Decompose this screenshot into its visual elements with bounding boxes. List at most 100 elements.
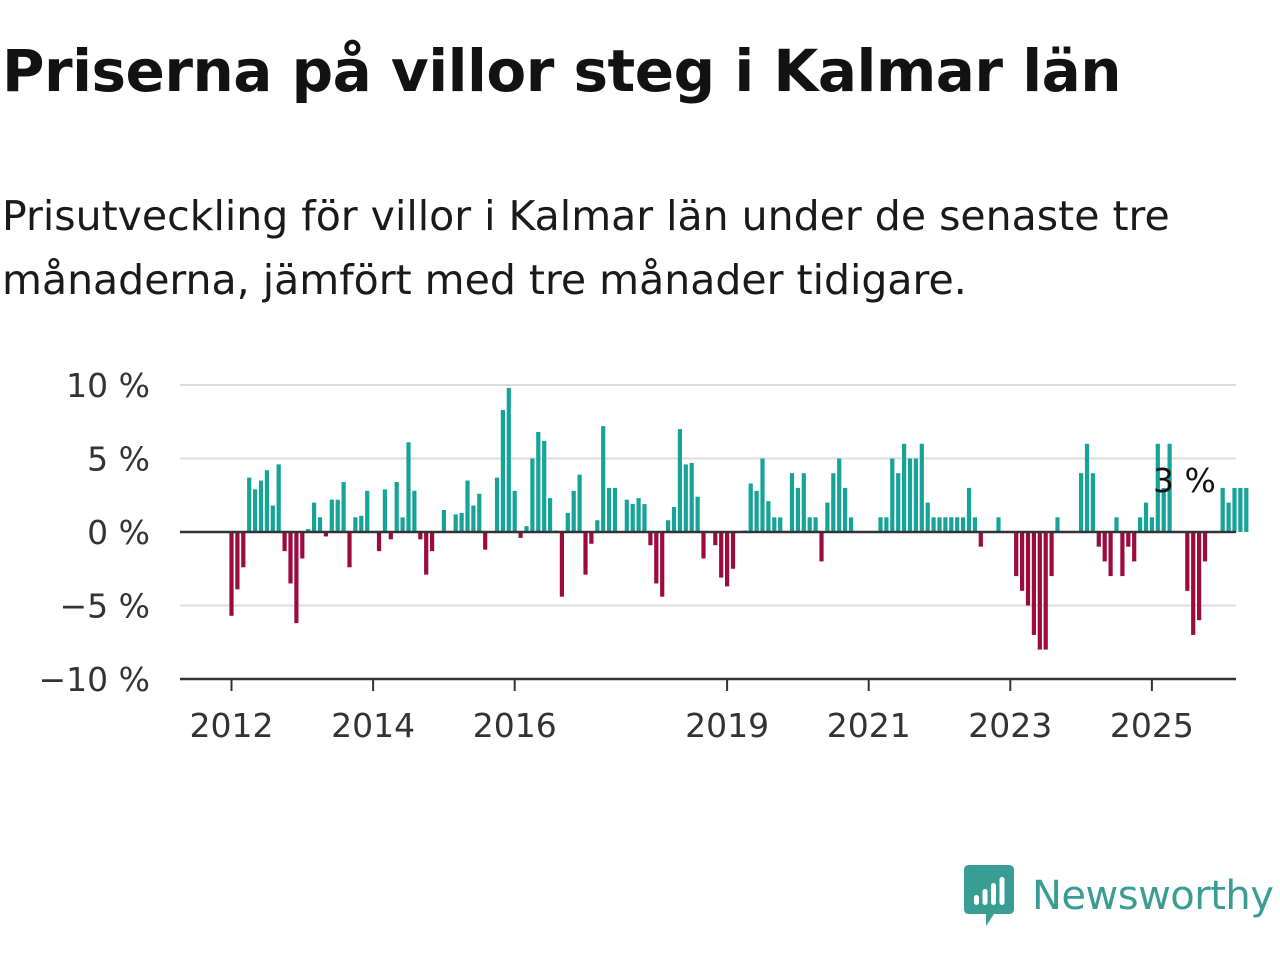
bar [1014,532,1019,577]
bar [595,520,600,532]
bar [943,517,948,532]
bar [477,493,482,532]
bar [902,443,907,532]
bar [1202,532,1208,562]
bar [424,532,429,575]
bar [1197,532,1202,621]
bar [382,489,387,532]
bar [253,489,258,532]
bar [978,532,983,547]
newsworthy-logo: Newsworthy [964,864,1274,928]
bar [819,532,824,562]
bar [890,458,895,532]
bar [701,532,706,559]
page-title: Priserna på villor steg i Kalmar län [2,37,1122,105]
bar [713,532,718,546]
bar [666,520,671,532]
bar [778,517,783,532]
bar [913,458,918,532]
bar [1120,532,1125,577]
bar [1020,532,1025,591]
bar [677,429,682,532]
bar [766,501,771,532]
y-tick-label: 0 % [87,513,150,552]
bar [1232,487,1237,532]
bar [1143,502,1149,532]
bar [660,532,665,597]
bar [878,517,883,532]
bar [695,496,700,532]
bar [312,502,317,532]
bar [300,532,305,559]
bar [961,517,966,532]
bar [1031,532,1036,635]
bar [1037,532,1042,650]
bar [1226,502,1231,532]
bar [1096,532,1101,547]
bar [282,532,287,552]
x-tick-label: 2012 [190,706,274,745]
y-tick-label: −5 % [60,587,151,626]
bar [559,532,564,597]
bar [795,487,800,532]
bar [760,458,765,532]
bar [453,514,458,532]
bar [1220,487,1225,532]
bar [536,432,541,532]
bar [229,532,234,616]
bar [801,473,806,532]
bar [406,442,411,532]
bar [341,482,346,532]
bar [996,517,1001,532]
bar [577,474,582,532]
bar [1102,532,1107,562]
bar [843,487,848,532]
bar [494,477,500,532]
bar [518,532,523,538]
bar [648,532,653,546]
tick-labels: 10 % 5 % 0 % −5 % −10 % 2012 2014 2016 2019 2021 2… [39,366,1216,745]
bar [359,515,364,532]
y-tick-label: −10 % [39,660,151,699]
x-tick-label: 2014 [331,706,415,745]
bar [353,517,358,532]
bar [831,473,836,532]
y-tick-label: 5 % [87,440,150,479]
bar [730,532,736,569]
bar [524,526,529,532]
bar [931,517,936,532]
bar-chart: 10 % 5 % 0 % −5 % −10 % 2012 2014 2016 2019 2021 2… [39,366,1249,745]
bar [1185,532,1190,591]
bar [654,532,659,584]
bar [925,502,930,532]
bar [306,529,311,532]
bar [689,462,694,532]
bar [1084,443,1090,532]
bar [530,458,535,532]
bar [542,440,547,532]
bar [1244,487,1249,532]
bar [400,517,405,532]
bar [1138,517,1143,532]
bar [276,464,281,532]
bar [465,480,470,532]
bar [825,502,830,532]
bar [955,517,960,532]
bar [583,532,588,575]
bar [1126,532,1131,547]
bar [837,458,842,532]
bar [376,532,382,552]
bar [412,490,417,532]
bar [317,517,323,532]
bar [1043,532,1048,650]
bar [671,507,677,532]
bar [241,532,246,568]
bar [1155,443,1160,532]
bar [966,487,972,532]
bar [754,490,759,532]
bar [430,532,435,552]
x-tick-label: 2019 [685,706,769,745]
bar [589,532,594,544]
bar [335,499,340,532]
bar [772,517,777,532]
